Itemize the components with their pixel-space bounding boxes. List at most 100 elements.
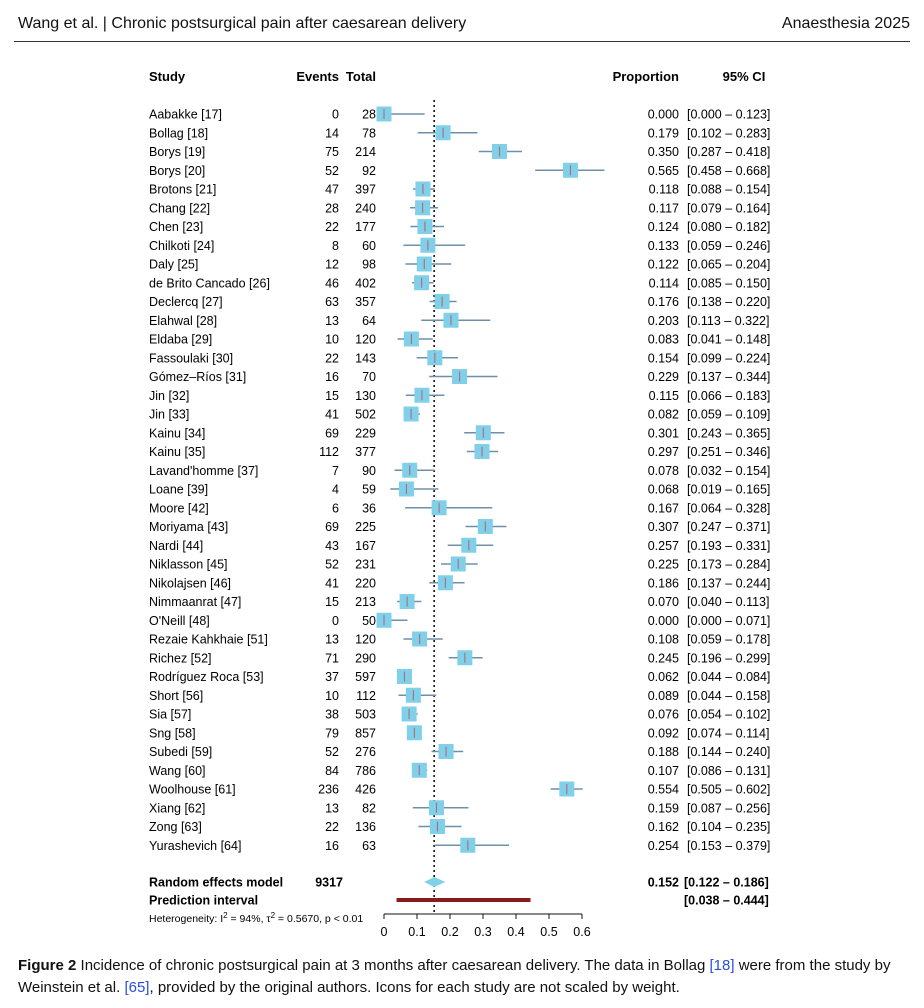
proportion-value: 0.229 xyxy=(648,370,679,384)
events-value: 71 xyxy=(325,651,339,665)
study-row: Kainu [35] 112 377 0.297 [0.251 – 0.346] xyxy=(149,444,770,459)
study-row: Elahwal [28] 13 64 0.203 [0.113 – 0.322] xyxy=(149,312,769,328)
study-row: Woolhouse [61] 236 426 0.554 [0.505 – 0.602] xyxy=(149,781,770,797)
total-value: 290 xyxy=(355,651,376,665)
total-value: 597 xyxy=(355,670,376,684)
study-row: Chilkoti [24] 8 60 0.133 [0.059 – 0.246] xyxy=(149,237,770,253)
study-name: Xiang [62] xyxy=(149,801,205,815)
proportion-value: 0.162 xyxy=(648,820,679,834)
caption-ref-65[interactable]: [65] xyxy=(124,979,150,996)
events-value: 16 xyxy=(325,839,339,853)
ci-value: [0.087 – 0.256] xyxy=(687,801,770,815)
study-row: Niklasson [45] 52 231 0.225 [0.173 – 0.284] xyxy=(149,556,770,572)
proportion-value: 0.122 xyxy=(648,258,679,272)
proportion-value: 0.108 xyxy=(648,633,679,647)
study-row: Zong [63] 22 136 0.162 [0.104 – 0.235] xyxy=(149,819,770,834)
proportion-value: 0.203 xyxy=(648,314,679,328)
events-value: 47 xyxy=(325,183,339,197)
events-value: 63 xyxy=(325,295,339,309)
proportion-value: 0.307 xyxy=(648,520,679,534)
study-name: Aabakke [17] xyxy=(149,108,222,122)
study-row: Fassoulaki [30] 22 143 0.154 [0.099 – 0.224] xyxy=(149,350,770,366)
caption-ref-18[interactable]: [18] xyxy=(709,957,735,974)
events-value: 13 xyxy=(325,801,339,815)
study-name: Nikolajsen [46] xyxy=(149,576,231,590)
study-row: Wang [60] 84 786 0.107 [0.086 – 0.131] xyxy=(149,762,770,778)
events-value: 22 xyxy=(325,220,339,234)
total-value: 857 xyxy=(355,726,376,740)
events-value: 22 xyxy=(325,820,339,834)
study-row: Chen [23] 22 177 0.124 [0.080 – 0.182] xyxy=(149,219,770,234)
proportion-value: 0.167 xyxy=(648,501,679,515)
events-value: 13 xyxy=(325,314,339,328)
study-name: Elahwal [28] xyxy=(149,314,217,328)
proportion-value: 0.225 xyxy=(648,558,679,572)
study-name: Gómez–Ríos [31] xyxy=(149,370,246,384)
study-name: Rezaie Kahkhaie [51] xyxy=(149,633,268,647)
ci-value: [0.102 – 0.283] xyxy=(687,126,770,140)
total-value: 28 xyxy=(362,108,376,122)
study-name: Borys [19] xyxy=(149,145,205,159)
x-tick-label: 0.1 xyxy=(408,925,425,939)
study-name: Wang [60] xyxy=(149,764,206,778)
events-value: 46 xyxy=(325,276,339,290)
ci-value: [0.074 – 0.114] xyxy=(687,726,769,740)
proportion-value: 0.118 xyxy=(649,183,679,197)
total-value: 213 xyxy=(355,595,376,609)
total-value: 130 xyxy=(355,389,376,403)
events-value: 41 xyxy=(325,408,339,422)
ci-value: [0.064 – 0.328] xyxy=(687,501,770,515)
ci-value: [0.000 – 0.071] xyxy=(687,614,770,628)
events-value: 0 xyxy=(332,614,339,628)
proportion-value: 0.068 xyxy=(648,483,679,497)
study-name: Chilkoti [24] xyxy=(149,239,214,253)
study-row: Aabakke [17] 0 28 0.000 [0.000 – 0.123] xyxy=(149,106,770,122)
total-value: 59 xyxy=(362,483,376,497)
study-name: Borys [20] xyxy=(149,164,205,178)
ci-value: [0.113 – 0.322] xyxy=(687,314,769,328)
study-row: Xiang [62] 13 82 0.159 [0.087 – 0.256] xyxy=(149,800,770,816)
ci-value: [0.059 – 0.178] xyxy=(687,633,770,647)
total-value: 214 xyxy=(355,145,376,159)
ci-value: [0.054 – 0.102] xyxy=(687,708,770,722)
proportion-value: 0.117 xyxy=(649,201,679,215)
events-header: Events xyxy=(296,69,339,84)
study-name: Chen [23] xyxy=(149,220,203,234)
study-name: Declercq [27] xyxy=(149,295,223,309)
ci-value: [0.505 – 0.602] xyxy=(687,783,770,797)
proportion-value: 0.082 xyxy=(648,408,679,422)
total-value: 120 xyxy=(355,333,376,347)
study-row: Richez [52] 71 290 0.245 [0.196 – 0.299] xyxy=(149,650,770,666)
events-value: 43 xyxy=(325,539,339,553)
total-value: 231 xyxy=(355,558,376,572)
study-row: Chang [22] 28 240 0.117 [0.079 – 0.164] xyxy=(149,200,770,216)
figure-caption: Figure 2 Incidence of chronic postsurgic… xyxy=(18,955,908,999)
proportion-value: 0.350 xyxy=(648,145,679,159)
study-name: Jin [33] xyxy=(149,408,189,422)
study-name: Zong [63] xyxy=(149,820,202,834)
prediction-bar xyxy=(396,898,531,902)
pi-ci: [0.038 – 0.444] xyxy=(684,894,769,908)
page-header: Wang et al. | Chronic postsurgical pain … xyxy=(0,0,924,42)
study-name: Loane [39] xyxy=(149,483,208,497)
proportion-value: 0.083 xyxy=(648,333,679,347)
summary-rows: Random effects model 9317 0.152 [0.122 – 0.… xyxy=(149,876,769,926)
study-name: Eldaba [29] xyxy=(149,333,212,347)
study-header: Study xyxy=(149,69,186,84)
ci-value: [0.173 – 0.284] xyxy=(687,558,770,572)
proportion-value: 0.254 xyxy=(648,839,679,853)
ci-value: [0.137 – 0.244] xyxy=(687,576,770,590)
ci-value: [0.066 – 0.183] xyxy=(687,389,770,403)
x-axis: 0 0.1 0.2 0.3 0.4 0.5 0.6 xyxy=(381,913,591,939)
study-row: O'Neill [48] 0 50 0.000 [0.000 – 0.071] xyxy=(149,612,770,628)
total-value: 503 xyxy=(355,708,376,722)
events-value: 13 xyxy=(325,633,339,647)
proportion-value: 0.089 xyxy=(648,689,679,703)
study-name: Rodríguez Roca [53] xyxy=(149,670,264,684)
x-tick-label: 0.4 xyxy=(507,925,524,939)
total-value: 50 xyxy=(362,614,376,628)
ci-value: [0.104 – 0.235] xyxy=(687,820,770,834)
events-value: 8 xyxy=(332,239,339,253)
total-value: 64 xyxy=(362,314,376,328)
x-tick-label: 0.3 xyxy=(474,925,491,939)
